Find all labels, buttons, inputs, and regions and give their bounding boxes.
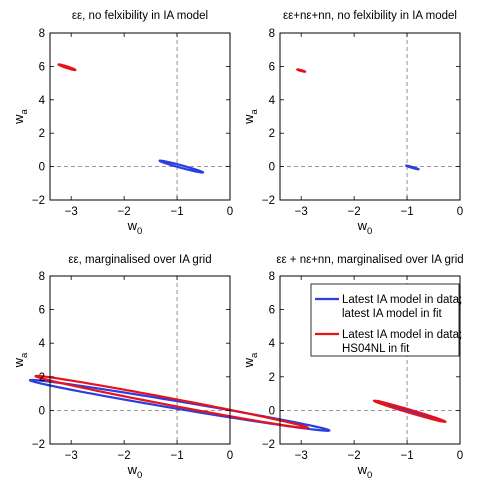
x-axis-label: w0 [127,462,143,481]
panel-1: εε, no felxibility in IA model −3 −2 −1 0 −2 0… [11,10,233,237]
panel-2: εε+nε+nn, no felxibility in IA model −3 −2… [241,10,463,237]
y-tick-label: 4 [269,95,276,107]
y-tick-label: 0 [39,405,45,417]
x-axis-label: w0 [127,218,143,237]
x-tick-label: −2 [348,450,361,462]
x-tick-label: 0 [227,206,233,218]
panel-title: εε, no felxibility in IA model [72,10,208,22]
contour-blue [28,378,331,432]
x-tick-label: −3 [295,206,308,218]
legend-label: latest IA model in fit [342,308,443,320]
axes-box [49,275,231,445]
y-tick-label: 4 [39,338,46,350]
y-tick-label: 8 [39,28,45,40]
x-tick-label: 0 [227,450,233,462]
y-tick-label: 0 [269,162,275,174]
legend-label: Latest IA model in data; [342,294,462,306]
axes-box [279,32,461,201]
panel-title: εε+nε+nn, no felxibility in IA model [283,10,457,22]
x-tick-label: −1 [170,206,183,218]
y-axis-label: wa [241,108,260,124]
y-tick-label: 2 [39,128,45,140]
panel-title: εε + nε+nn, marginalised over IA grid [276,254,463,266]
y-tick-label: 4 [39,95,46,107]
x-tick-label: 0 [457,206,463,218]
x-axis-label: w0 [357,218,373,237]
x-tick-label: −2 [118,206,131,218]
x-tick-label: −3 [65,450,78,462]
contour-red [34,374,310,430]
y-tick-label: 6 [39,305,45,317]
y-tick-label: 4 [269,338,276,350]
y-tick-label: 0 [39,162,45,174]
x-tick-label: −1 [170,450,183,462]
y-tick-label: 2 [39,372,45,384]
y-axis-label: wa [11,352,30,368]
x-tick-label: −3 [65,206,78,218]
x-tick-label: −2 [348,206,361,218]
y-tick-label: 2 [269,372,275,384]
legend-box [310,283,460,357]
legend-label: HS04NL in fit [342,343,410,355]
x-tick-label: −2 [118,450,131,462]
contour-blue [158,159,205,174]
contour-red [296,68,307,73]
contour-red [57,63,77,72]
x-tick-label: 0 [457,450,463,462]
x-tick-label: −1 [400,450,413,462]
y-tick-label: −2 [262,195,275,207]
x-tick-label: −1 [400,206,413,218]
y-tick-label: −2 [32,195,45,207]
y-tick-label: 8 [39,271,45,283]
panel-4: εε + nε+nn, marginalised over IA grid −3 −… [241,254,464,481]
contour-red [372,399,447,423]
y-tick-label: 0 [269,405,275,417]
axes-box [49,32,231,201]
y-tick-label: −2 [262,439,275,451]
legend-label: Latest IA model in data; [342,329,462,341]
y-tick-label: 6 [269,305,275,317]
legend: Latest IA model in data; latest IA model … [310,283,462,357]
axes-box [279,275,461,445]
contour-blue [405,164,420,171]
panel-title: εε, marginalised over IA grid [68,254,211,266]
y-tick-label: 8 [269,28,275,40]
x-tick-label: −3 [295,450,308,462]
y-axis-label: wa [241,352,260,368]
y-tick-label: 6 [269,61,275,73]
y-axis-label: wa [11,108,30,124]
y-tick-label: −2 [32,439,45,451]
y-tick-label: 6 [39,61,45,73]
panel-3: εε, marginalised over IA grid −3 −2 −1 0 −2 0 2… [11,254,331,481]
y-tick-label: 8 [269,271,275,283]
x-axis-label: w0 [357,462,373,481]
y-tick-label: 2 [269,128,275,140]
